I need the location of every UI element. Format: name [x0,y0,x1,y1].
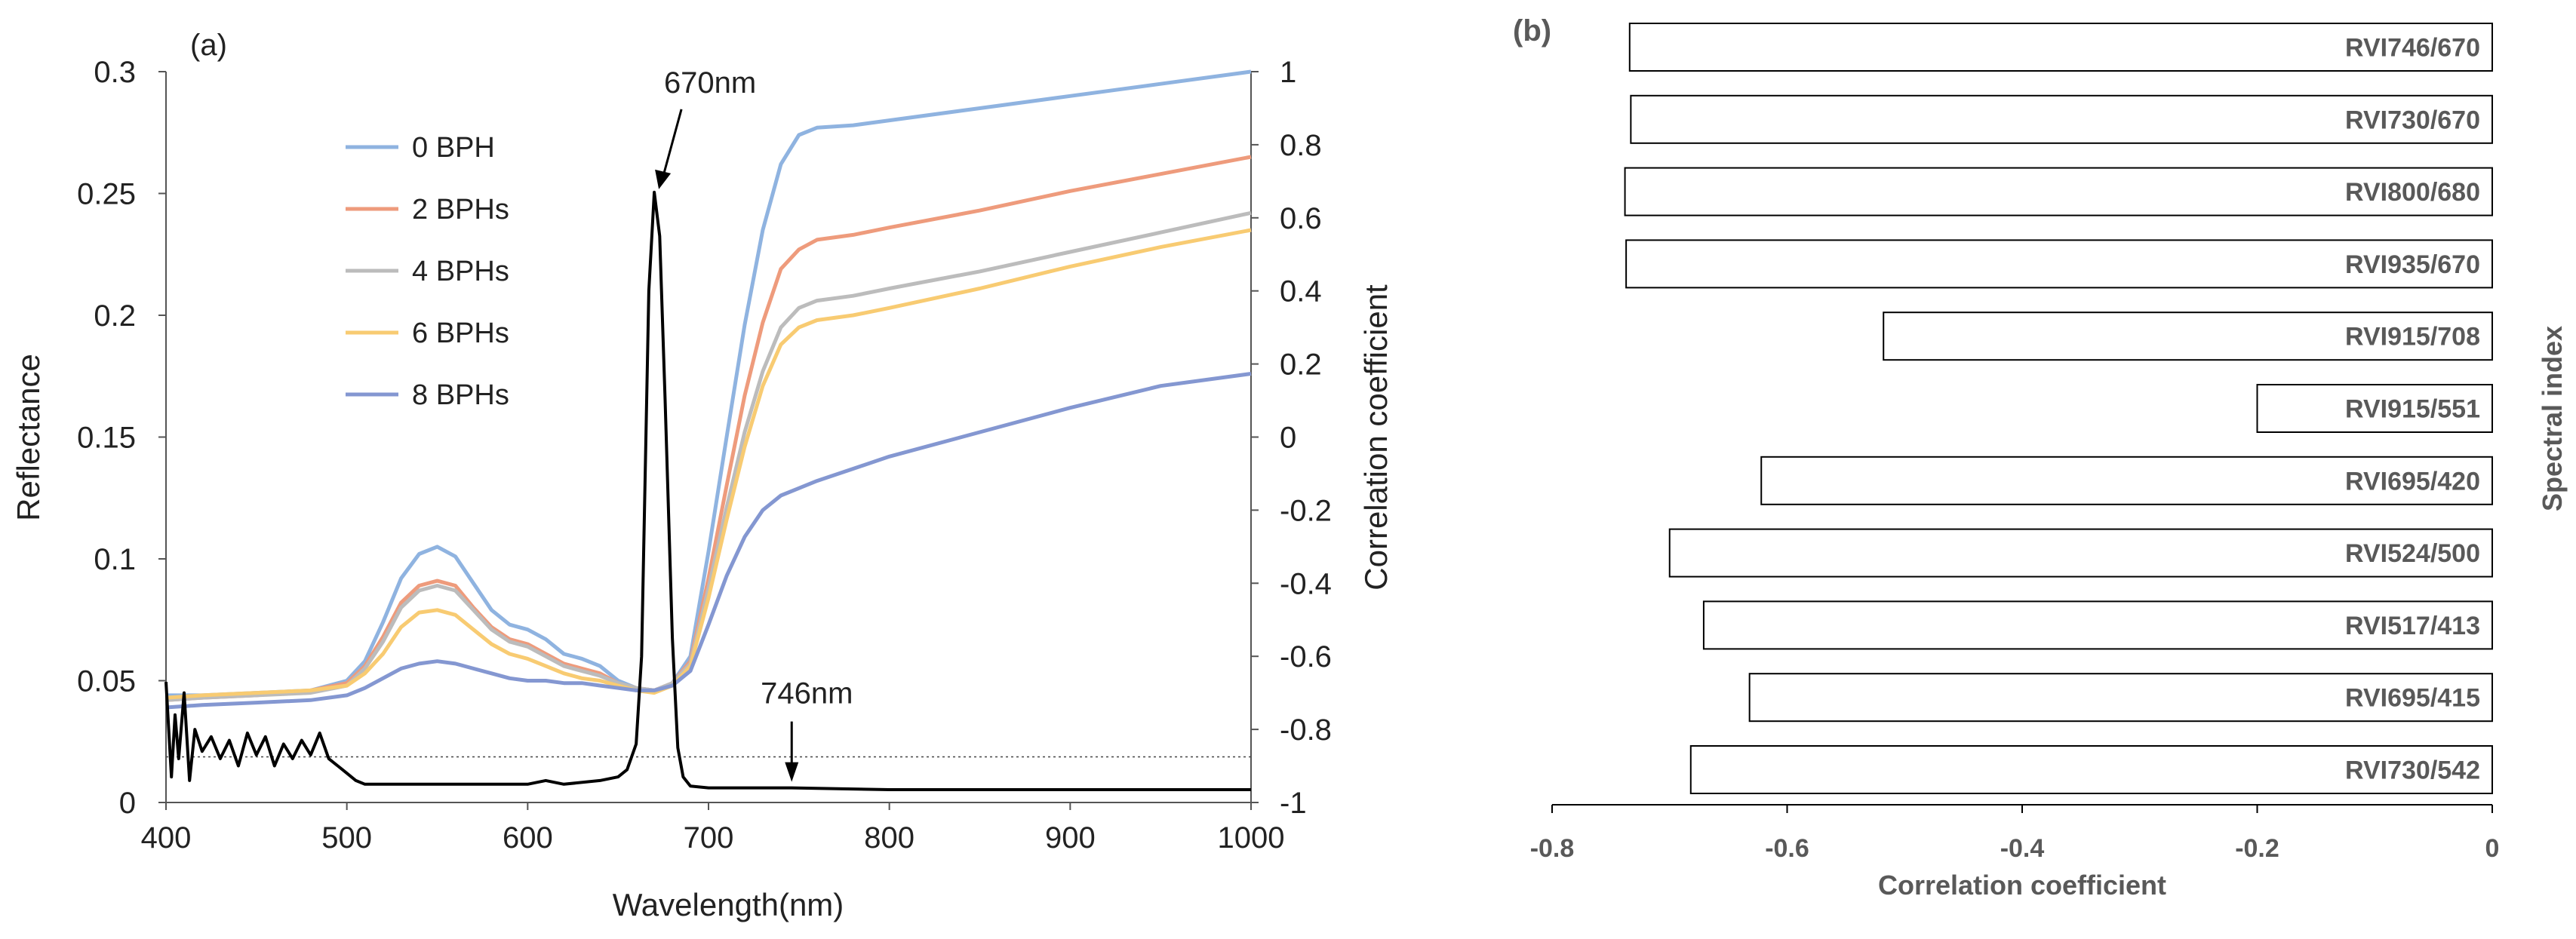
bar-rvi915-708 [1883,311,2494,361]
series-line-0-bph [166,69,1252,698]
legend-label: 2 BPHs [412,194,509,226]
legend-label: 6 BPHs [412,318,509,349]
y2-tick-label: 0 [1280,422,1296,455]
y2-tick-label: 0.4 [1280,275,1322,308]
y2-tick-label: 1 [1280,56,1296,89]
annotation-arrowhead [655,169,672,189]
bar-rvi517-413 [1702,600,2493,650]
annotation-arrowhead [785,762,799,782]
b-x-tick-label: -0.4 [2000,834,2045,863]
x-tick-label: 700 [684,821,734,855]
panel-a-legend: 0 BPH 2 BPHs 4 BPHs 6 BPHs 8 BPHs [346,132,509,411]
bar-label: RVI746/670 [2345,34,2480,63]
series-line-correlation-coefficient [164,190,1251,791]
y-tick-label: 0.1 [94,543,136,576]
bar-rvi935-670 [1625,239,2493,289]
bar-label: RVI517/413 [2345,612,2480,640]
x-tick-label: 600 [503,821,553,855]
bar-label: RVI524/500 [2345,539,2480,568]
panel-b-ticks: -0.8 -0.6 -0.4 -0.2 0 [1530,805,2500,863]
panel-b-x-title: Correlation coefficient [1878,870,2166,901]
panel-b-label: (b) [1513,14,1551,48]
annotation-arrow [662,109,683,176]
bar-label: RVI915/708 [2345,323,2480,351]
b-x-tick-label: -0.6 [1765,834,1809,863]
bar-rvi695-420 [1760,456,2494,505]
bar-label: RVI695/415 [2345,684,2480,713]
bar-rvi524-500 [1668,528,2493,578]
bar-label: RVI695/420 [2345,467,2480,496]
bar-label: RVI730/670 [2345,106,2480,134]
legend-label: 4 BPHs [412,256,509,287]
x-tick-label: 1000 [1218,821,1285,855]
series-line-8-bphs [165,372,1252,710]
x-tick-label: 400 [141,821,192,855]
y2-tick-label: -0.2 [1280,494,1332,527]
y2-tick-label: -1 [1280,787,1307,820]
y2-tick-label: -0.4 [1280,567,1332,600]
bar-rvi730-542 [1689,745,2493,794]
bar-label: RVI800/680 [2345,178,2480,207]
y-tick-label: 0.05 [77,665,136,698]
y-tick-label: 0.3 [94,56,136,89]
panel-b: (b) -0.8 -0.6 -0.4 -0.2 0 RVI746/670 RVI730/6… [1513,14,2568,901]
x-tick-label: 800 [864,821,915,855]
b-x-tick-label: -0.2 [2235,834,2279,863]
legend-label: 0 BPH [412,132,495,164]
y2-tick-label: 0.8 [1280,129,1322,162]
series-line-6-bphs [165,228,1252,700]
panel-a-label: (a) [190,29,227,62]
panel-b-y-title: Spectral index [2537,326,2568,511]
y2-tick-label: -0.8 [1280,713,1332,747]
x-tick-label: 900 [1045,821,1096,855]
y-tick-label: 0.25 [77,178,136,211]
series-line-2-bphs [165,155,1252,702]
bar-label: RVI730/542 [2345,756,2480,785]
b-x-tick-label: 0 [2485,834,2500,863]
panel-a-y2-title: Correlation coefficient [1358,284,1394,591]
bar-rvi800-680 [1624,167,2493,216]
annotation-label: 746nm [761,677,853,710]
panel-a: (a) 400 500 600 700 800 900 1000 0 0.05 0.1 0.15 0.… [11,29,1394,922]
y2-tick-label: 0.6 [1280,202,1322,235]
bar-rvi695-415 [1748,673,2493,723]
bar-rvi915-551 [2256,384,2493,433]
series-line-4-bphs [165,210,1252,702]
y-tick-label: 0 [119,787,136,820]
y-tick-label: 0.2 [94,299,136,333]
x-tick-label: 500 [321,821,372,855]
y2-tick-label: -0.6 [1280,640,1332,674]
panel-a-ticks: 400 500 600 700 800 900 1000 0 0.05 0.1 0.15 0.2 0.2… [77,56,1332,855]
panel-a-series [164,69,1252,791]
y2-tick-label: 0.2 [1280,348,1322,382]
annotation-label: 670nm [664,66,756,100]
bar-rvi746-670 [1628,23,2493,72]
b-x-tick-label: -0.8 [1530,834,1575,863]
bar-rvi730-670 [1630,94,2493,144]
panel-a-annotations: 670nm 746nm [655,66,853,782]
legend-label: 8 BPHs [412,379,509,411]
panel-a-y-title: Reflectance [11,354,46,521]
bar-label: RVI935/670 [2345,250,2480,279]
bar-label: RVI915/551 [2345,395,2480,424]
panel-a-x-title: Wavelength(nm) [613,887,844,922]
y-tick-label: 0.15 [77,422,136,455]
panel-b-bars: RVI746/670 RVI730/670 RVI800/680 RVI935/670… [1624,23,2494,794]
